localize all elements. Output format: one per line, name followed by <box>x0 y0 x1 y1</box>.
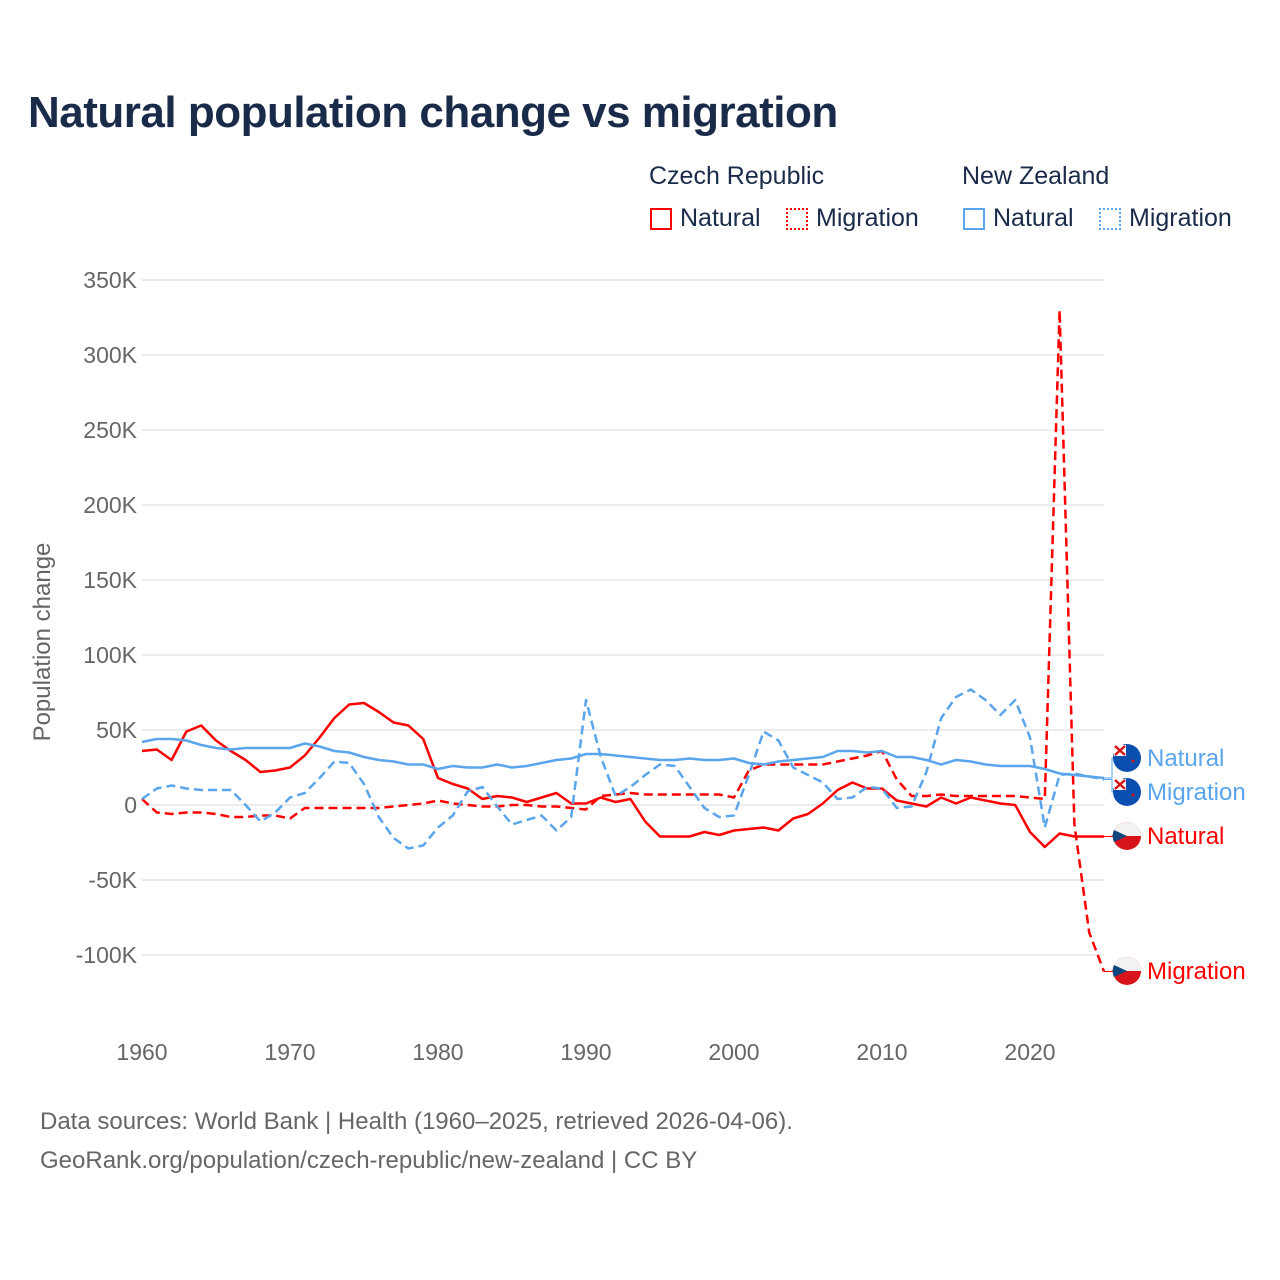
y-tick-label: 350K <box>83 267 137 293</box>
legend-cz-natural[interactable]: Natural <box>650 204 761 233</box>
y-tick-label: 100K <box>83 642 137 668</box>
czech-flag-icon <box>1112 822 1141 850</box>
legend-label: Natural <box>993 204 1074 232</box>
footer-sources: Data sources: World Bank | Health (1960–… <box>40 1108 793 1135</box>
solid-line-swatch-icon <box>650 207 672 230</box>
y-tick-label: -50K <box>88 867 137 893</box>
new-zealand-flag-icon <box>1113 778 1141 806</box>
end-label: Migration <box>1147 779 1246 806</box>
x-tick-label: 2010 <box>856 1039 907 1065</box>
end-label: Natural <box>1147 823 1224 850</box>
legend-nz-natural[interactable]: Natural <box>963 204 1074 233</box>
x-tick-label: 1960 <box>116 1039 167 1065</box>
y-axis-label: Population change <box>29 543 56 742</box>
series-line-czech-republic-natural <box>141 701 1104 849</box>
dotted-line-swatch-icon <box>786 207 808 230</box>
legend-group-new-zealand: New Zealand <box>962 162 1110 190</box>
y-tick-label: 0 <box>124 792 137 818</box>
legend-label: Migration <box>816 204 919 232</box>
y-tick-label: 50K <box>96 717 138 743</box>
x-tick-label: 1990 <box>560 1039 611 1065</box>
series-line-new-zealand-natural <box>141 737 1105 780</box>
y-tick-label: -100K <box>76 942 138 968</box>
legend-group-czech-republic: Czech Republic <box>649 162 825 190</box>
x-tick-label: 2000 <box>708 1039 759 1065</box>
chart-title: Natural population change vs migration <box>28 88 838 137</box>
end-label: Migration <box>1147 958 1246 985</box>
x-tick-label: 1980 <box>412 1039 463 1065</box>
legend-label: Migration <box>1129 204 1232 232</box>
legend-cz-migration[interactable]: Migration <box>786 204 919 233</box>
x-tick-label: 2020 <box>1004 1039 1055 1065</box>
footer-url: GeoRank.org/population/czech-republic/ne… <box>40 1147 698 1174</box>
series-line-czech-republic-migration <box>141 308 1106 972</box>
end-label: Natural <box>1147 745 1224 772</box>
new-zealand-flag-icon <box>1113 744 1141 772</box>
solid-line-swatch-icon <box>963 207 985 230</box>
x-tick-label: 1970 <box>264 1039 315 1065</box>
legend-nz-migration[interactable]: Migration <box>1099 204 1232 233</box>
series-line-new-zealand-migration <box>141 688 1105 850</box>
y-tick-label: 250K <box>83 417 137 443</box>
dotted-line-swatch-icon <box>1099 207 1121 230</box>
y-tick-label: 200K <box>83 492 137 518</box>
y-tick-label: 300K <box>83 342 137 368</box>
czech-flag-icon <box>1112 957 1141 985</box>
legend-label: Natural <box>680 204 761 232</box>
y-tick-label: 150K <box>83 567 137 593</box>
